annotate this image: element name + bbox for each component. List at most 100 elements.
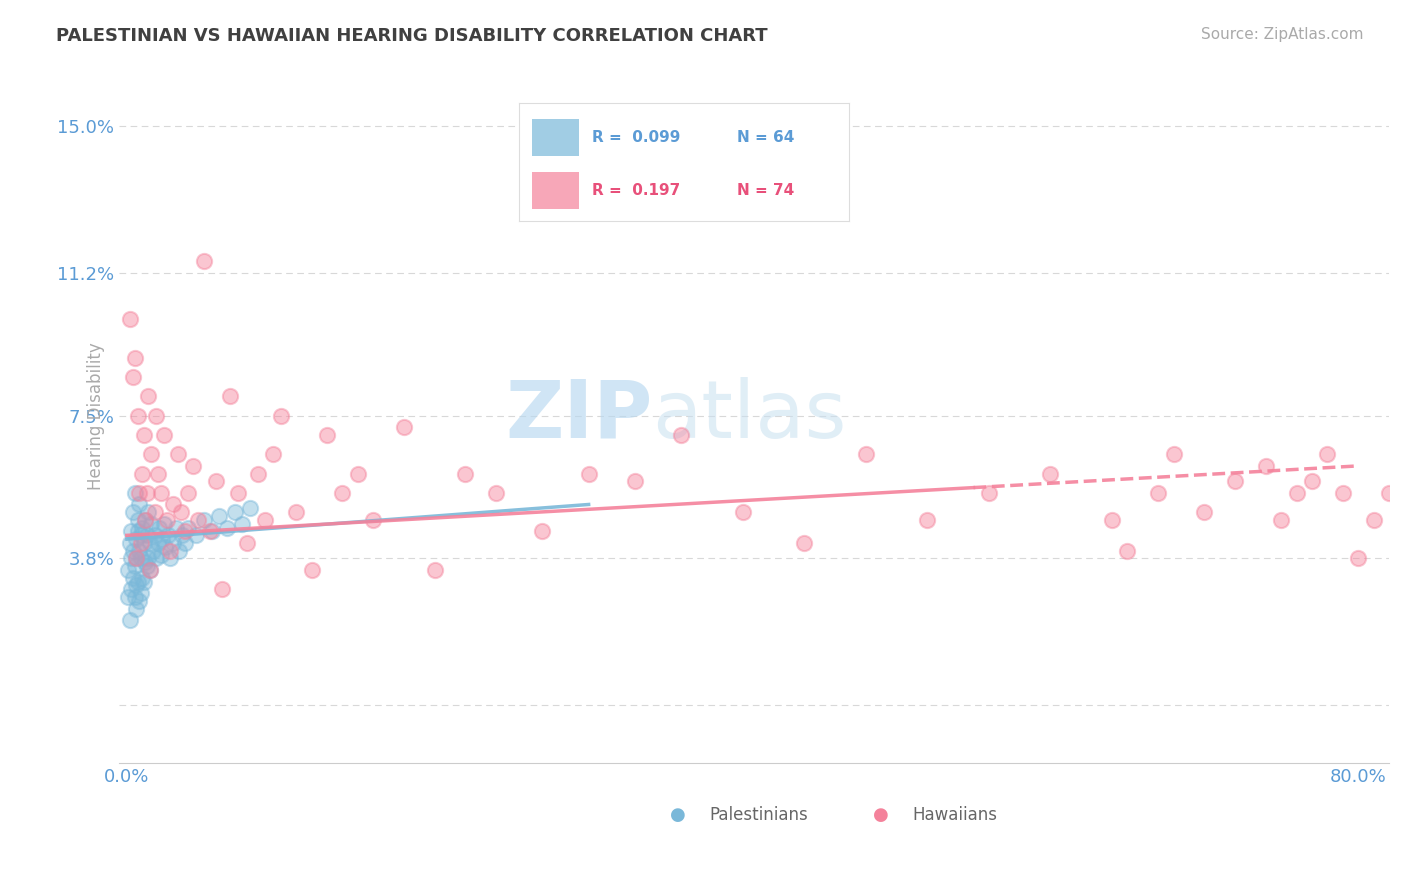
Point xyxy=(485,486,508,500)
Point xyxy=(1285,486,1308,500)
Point xyxy=(165,521,187,535)
Point xyxy=(149,486,172,500)
Point xyxy=(129,551,152,566)
Point xyxy=(254,513,277,527)
Point xyxy=(392,420,415,434)
Point xyxy=(145,409,167,423)
Point xyxy=(139,563,162,577)
Point xyxy=(124,486,146,500)
Point xyxy=(143,528,166,542)
Point xyxy=(129,536,152,550)
Point xyxy=(153,516,176,531)
Point xyxy=(155,540,177,554)
Point xyxy=(125,551,148,566)
Point xyxy=(1362,513,1385,527)
Point xyxy=(205,475,228,489)
Point xyxy=(159,551,181,566)
Point xyxy=(122,571,145,585)
Point xyxy=(139,536,162,550)
Point xyxy=(793,536,815,550)
Point xyxy=(239,501,262,516)
Point xyxy=(135,486,157,500)
Point xyxy=(127,574,149,589)
Point xyxy=(138,551,160,566)
Point xyxy=(117,563,139,577)
Point xyxy=(134,513,156,527)
Point xyxy=(149,548,172,562)
Point xyxy=(156,513,179,527)
Point xyxy=(141,447,163,461)
Point xyxy=(578,467,600,481)
Point xyxy=(167,543,190,558)
Point xyxy=(231,516,253,531)
Point xyxy=(1316,447,1339,461)
Point xyxy=(143,505,166,519)
Point xyxy=(211,582,233,597)
Point xyxy=(270,409,292,423)
Point xyxy=(124,351,146,365)
Point xyxy=(132,428,155,442)
Point xyxy=(624,475,647,489)
Point xyxy=(122,370,145,384)
Point xyxy=(215,521,238,535)
Point xyxy=(174,524,197,539)
Point xyxy=(128,486,150,500)
Point xyxy=(346,467,368,481)
Text: atlas: atlas xyxy=(652,376,846,455)
Point xyxy=(1270,513,1292,527)
Point xyxy=(236,536,259,550)
Point xyxy=(301,563,323,577)
Point xyxy=(316,428,339,442)
Point xyxy=(1163,447,1185,461)
Point xyxy=(330,486,353,500)
Point xyxy=(174,536,197,550)
Point xyxy=(219,389,242,403)
Point xyxy=(148,521,170,535)
Text: Palestinians: Palestinians xyxy=(710,806,808,824)
Point xyxy=(117,590,139,604)
Text: Source: ZipAtlas.com: Source: ZipAtlas.com xyxy=(1201,27,1364,42)
Point xyxy=(132,574,155,589)
Point xyxy=(141,516,163,531)
Point xyxy=(121,582,143,597)
Point xyxy=(127,409,149,423)
Point xyxy=(125,601,148,615)
Point xyxy=(131,467,153,481)
Point xyxy=(184,528,207,542)
Point xyxy=(423,563,446,577)
Point xyxy=(128,594,150,608)
Point xyxy=(208,509,231,524)
Y-axis label: Hearing Disability: Hearing Disability xyxy=(87,342,105,490)
Text: ZIP: ZIP xyxy=(505,376,652,455)
Point xyxy=(162,498,184,512)
Point xyxy=(157,528,180,542)
Text: PALESTINIAN VS HAWAIIAN HEARING DISABILITY CORRELATION CHART: PALESTINIAN VS HAWAIIAN HEARING DISABILI… xyxy=(56,27,768,45)
Point xyxy=(1347,551,1369,566)
Point xyxy=(246,467,269,481)
Text: ●: ● xyxy=(873,806,889,824)
Point xyxy=(1378,486,1400,500)
Point xyxy=(1101,513,1123,527)
Point xyxy=(1194,505,1216,519)
Point xyxy=(121,551,143,566)
Point xyxy=(122,505,145,519)
Point xyxy=(172,528,194,542)
Point xyxy=(118,536,141,550)
Point xyxy=(146,536,169,550)
Point xyxy=(135,559,157,574)
Point xyxy=(855,447,877,461)
Point xyxy=(361,513,384,527)
Point xyxy=(131,521,153,535)
Point xyxy=(226,486,249,500)
Point xyxy=(127,524,149,539)
Point xyxy=(285,505,308,519)
Point xyxy=(128,498,150,512)
Point xyxy=(454,467,477,481)
Point xyxy=(1331,486,1354,500)
Point xyxy=(131,571,153,585)
Point xyxy=(193,513,215,527)
Point xyxy=(1301,475,1323,489)
Point xyxy=(181,458,204,473)
Point xyxy=(1039,467,1062,481)
Point xyxy=(145,551,167,566)
